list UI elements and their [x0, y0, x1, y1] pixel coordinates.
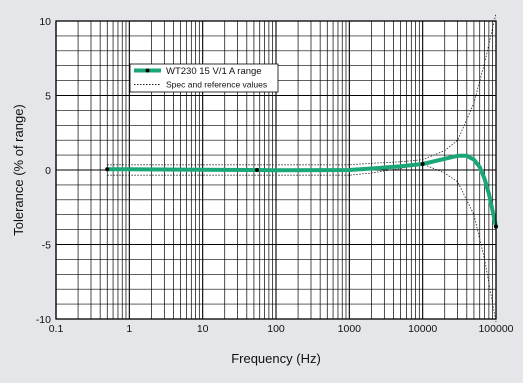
spec-upper-line	[107, 13, 497, 166]
y-tick-label: 10	[39, 16, 51, 28]
x-tick-label: 0.1	[49, 323, 64, 335]
measured-point	[105, 167, 110, 172]
legend-label-spec: Spec and reference values	[166, 80, 267, 90]
x-axis-label: Frequency (Hz)	[231, 351, 321, 366]
y-tick-label: -10	[36, 314, 51, 326]
tick-labels: 0.1 1 10 100 1000 10000 100000 10 5 0 -5 -10	[36, 16, 514, 335]
y-axis-label: Tolerance (% of range)	[11, 104, 26, 236]
y-tick-label: -5	[42, 240, 51, 252]
measured-point	[254, 168, 259, 173]
measured-point	[420, 162, 425, 167]
x-tick-label: 10	[197, 323, 209, 335]
measured-line	[105, 153, 498, 229]
x-tick-label: 1000	[338, 323, 362, 335]
y-tick-label: 5	[45, 91, 51, 103]
x-tick-label: 100	[267, 323, 285, 335]
spec-lower-line	[107, 163, 497, 323]
legend-label-measured: WT230 15 V/1 A range	[166, 66, 262, 77]
x-tick-label: 10000	[408, 323, 437, 335]
plot-frame	[55, 20, 497, 320]
legend: WT230 15 V/1 A range Spec and reference …	[129, 63, 279, 93]
x-tick-label: 1	[126, 323, 132, 335]
x-tick-label: 100000	[478, 323, 513, 335]
legend-marker-measured	[145, 68, 150, 73]
series-layer	[105, 13, 498, 323]
y-tick-label: 0	[45, 165, 51, 177]
